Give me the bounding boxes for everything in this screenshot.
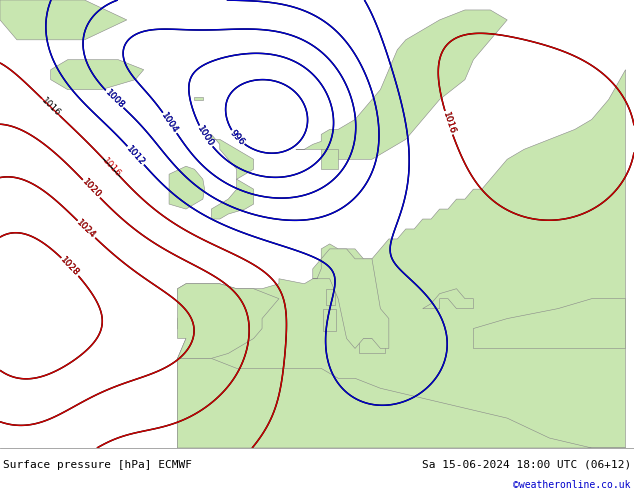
Text: 996: 996 bbox=[228, 128, 247, 147]
Text: 1020: 1020 bbox=[81, 177, 103, 200]
Text: 1016: 1016 bbox=[39, 96, 62, 119]
Polygon shape bbox=[359, 339, 385, 353]
Polygon shape bbox=[211, 134, 254, 219]
Polygon shape bbox=[178, 70, 626, 448]
Polygon shape bbox=[0, 0, 127, 40]
Text: Surface pressure [hPa] ECMWF: Surface pressure [hPa] ECMWF bbox=[3, 460, 192, 470]
Polygon shape bbox=[313, 249, 389, 348]
Text: 1008: 1008 bbox=[103, 88, 126, 110]
Polygon shape bbox=[327, 289, 335, 305]
Text: 1016: 1016 bbox=[101, 156, 123, 179]
Text: 1004: 1004 bbox=[160, 111, 180, 135]
Text: 1008: 1008 bbox=[103, 88, 126, 110]
Text: 1004: 1004 bbox=[160, 111, 180, 135]
Polygon shape bbox=[169, 166, 205, 209]
Polygon shape bbox=[323, 309, 337, 331]
Polygon shape bbox=[474, 299, 626, 348]
Text: 1024: 1024 bbox=[75, 218, 98, 241]
Polygon shape bbox=[195, 97, 203, 99]
Text: 1028: 1028 bbox=[59, 255, 81, 278]
Text: 1000: 1000 bbox=[195, 124, 216, 148]
Polygon shape bbox=[51, 60, 144, 90]
Text: 1028: 1028 bbox=[59, 255, 81, 278]
Polygon shape bbox=[178, 358, 626, 448]
Text: 1024: 1024 bbox=[75, 218, 98, 241]
Text: ©weatheronline.co.uk: ©weatheronline.co.uk bbox=[514, 480, 631, 490]
Text: 1016: 1016 bbox=[441, 111, 456, 135]
Text: Sa 15-06-2024 18:00 UTC (06+12): Sa 15-06-2024 18:00 UTC (06+12) bbox=[422, 460, 631, 470]
Text: 1012: 1012 bbox=[125, 144, 146, 167]
Polygon shape bbox=[296, 10, 507, 159]
Text: 1016: 1016 bbox=[441, 111, 456, 135]
Text: 1012: 1012 bbox=[125, 144, 146, 167]
Polygon shape bbox=[423, 289, 474, 309]
Polygon shape bbox=[178, 284, 279, 358]
Text: 1020: 1020 bbox=[81, 177, 103, 200]
Text: 996: 996 bbox=[228, 128, 247, 147]
Text: 1000: 1000 bbox=[195, 124, 216, 148]
Polygon shape bbox=[321, 149, 338, 169]
